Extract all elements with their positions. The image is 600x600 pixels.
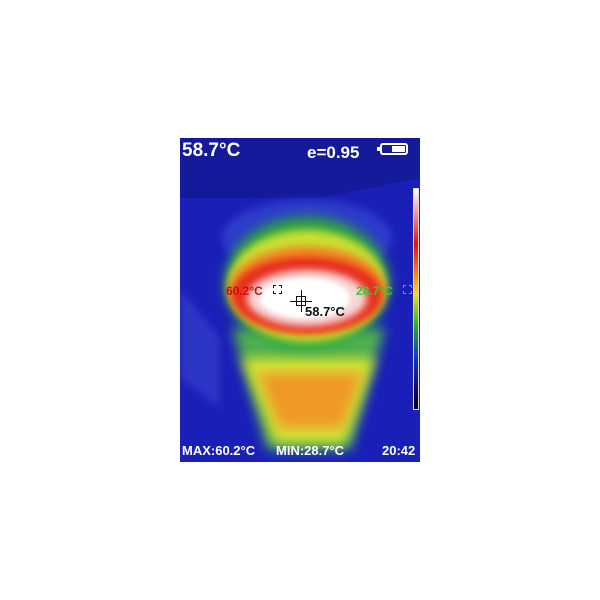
min-temp-readout: MIN:28.7°C (276, 443, 345, 458)
thermal-image (180, 138, 420, 462)
max-point-marker-icon (273, 285, 282, 294)
crosshair-icon (290, 290, 312, 312)
thermal-camera-screen: 58.7°C e=0.95 60.2°C 28.7°C 58.7°C MAX:6… (180, 138, 420, 462)
center-temp-label: 58.7°C (305, 304, 345, 319)
battery-level (392, 146, 405, 152)
min-temp-marker-label: 28.7°C (356, 284, 393, 298)
spot-temperature-readout: 58.7°C (182, 140, 241, 161)
max-temp-marker-label: 60.2°C (226, 284, 263, 298)
clock: 20:42 (382, 443, 416, 458)
min-point-marker-icon (403, 285, 412, 294)
emissivity-readout: e=0.95 (307, 143, 360, 162)
max-temp-readout: MAX:60.2°C (182, 443, 256, 458)
battery-icon (377, 143, 408, 155)
color-scale-bar (413, 188, 419, 410)
